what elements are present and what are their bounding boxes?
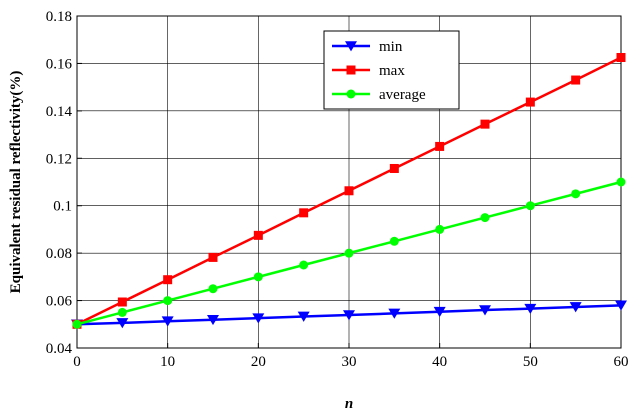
data-point-max [435, 141, 445, 151]
data-point-max [344, 186, 354, 196]
data-point-min [524, 303, 537, 315]
legend-item-average: average [332, 87, 426, 103]
x-tick-label: 40 [432, 354, 447, 370]
x-axis-title: n [345, 396, 353, 412]
y-tick-label: 0.08 [46, 246, 72, 262]
x-tick-label: 10 [160, 354, 175, 370]
legend-marker [346, 65, 356, 75]
data-point-min [569, 302, 582, 313]
data-point-max [571, 75, 581, 85]
data-point-min [479, 305, 491, 316]
legend-label: average [379, 87, 426, 103]
data-point-max [299, 208, 309, 218]
data-point-min [252, 313, 265, 324]
series-layer [71, 53, 627, 330]
y-tick-label: 0.06 [46, 294, 73, 310]
y-tick-label: 0.1 [53, 199, 72, 215]
data-point-min [433, 306, 446, 318]
data-point-max [253, 230, 263, 240]
data-point-average [208, 284, 218, 294]
series-average [72, 177, 626, 329]
data-point-max [480, 119, 490, 129]
data-point-max [208, 252, 218, 262]
x-tick-label: 0 [73, 354, 81, 370]
data-point-max [389, 163, 399, 173]
legend-marker [345, 41, 357, 52]
axis-ticks: 0 10 20 30 40 50 60 0.04 0.06 0.08 0.1 0.12 0.14 0.16… [46, 9, 629, 370]
data-point-max [117, 297, 127, 307]
data-point-min [297, 311, 310, 322]
data-point-min [343, 310, 355, 321]
data-point-average [72, 319, 82, 329]
data-point-average [480, 213, 490, 223]
data-point-average [299, 260, 309, 270]
data-point-average [616, 177, 626, 187]
y-tick-label: 0.12 [46, 151, 72, 167]
y-tick-label: 0.18 [46, 9, 72, 25]
data-point-average [117, 307, 127, 317]
x-tick-label: 60 [614, 354, 629, 370]
data-point-max [616, 53, 626, 62]
legend-item-min: min [332, 39, 403, 55]
legend-item-max: max [332, 63, 405, 79]
data-point-min [161, 316, 174, 327]
y-axis-title: Equivalent residual reflectivity(%) [8, 71, 24, 294]
y-tick-label: 0.16 [46, 56, 73, 72]
data-point-average [253, 272, 263, 282]
data-point-average [525, 201, 535, 211]
data-point-min [388, 308, 401, 319]
data-point-average [571, 189, 581, 199]
y-tick-label: 0.14 [46, 104, 73, 120]
data-point-average [344, 248, 354, 258]
legend: min max average [323, 30, 460, 110]
legend-label: min [379, 39, 403, 55]
data-point-max [163, 275, 173, 285]
data-point-average [389, 236, 399, 246]
x-tick-label: 50 [523, 354, 538, 370]
legend-label: max [379, 63, 405, 79]
x-tick-label: 30 [342, 354, 357, 370]
data-point-average [163, 296, 173, 306]
legend-marker [346, 89, 356, 99]
data-point-min [207, 314, 219, 326]
x-tick-label: 20 [251, 354, 266, 370]
data-point-average [435, 224, 445, 234]
y-tick-label: 0.04 [46, 341, 73, 357]
data-point-max [525, 97, 535, 107]
data-point-min [615, 300, 627, 311]
data-point-min [116, 318, 129, 329]
